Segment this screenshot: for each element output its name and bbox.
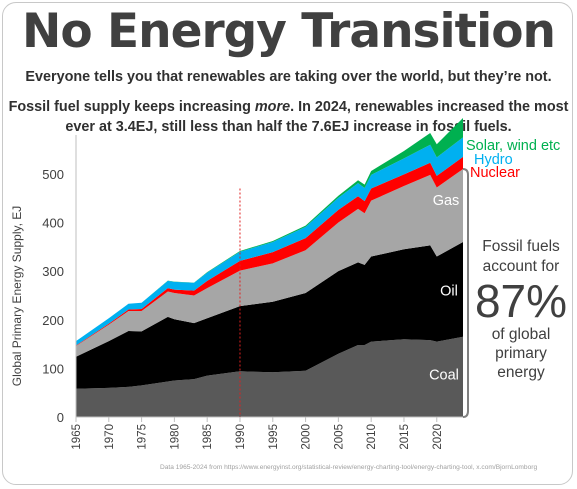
body-text-end: . In 2024, renewables increased the most… bbox=[65, 99, 569, 135]
area-hydro bbox=[76, 137, 463, 346]
y-tick-label: 100 bbox=[42, 361, 64, 376]
fossil-share-percent: 87% bbox=[474, 275, 568, 327]
fossil-bracket bbox=[462, 168, 469, 418]
x-tick-label: 1975 bbox=[137, 424, 149, 450]
area-gas bbox=[76, 169, 463, 357]
area-label-oil: Oil bbox=[440, 283, 458, 299]
area-solar-wind-etc bbox=[76, 117, 463, 342]
fossil-annotation-top: Fossil fuels account for bbox=[482, 238, 560, 275]
body-text-start: Fossil fuel supply keeps increasing bbox=[8, 99, 255, 115]
x-tick-label: 2015 bbox=[399, 424, 411, 450]
page-title: No Energy Transition bbox=[22, 4, 556, 59]
legend-label-hydro: Hydro bbox=[474, 152, 513, 168]
x-tick-label: 2010 bbox=[366, 424, 378, 450]
y-tick-label: 0 bbox=[57, 410, 64, 425]
area-label-gas: Gas bbox=[433, 193, 460, 209]
x-tick-label: 1990 bbox=[235, 424, 247, 450]
subtitle: Everyone tells you that renewables are t… bbox=[25, 69, 552, 85]
y-tick-label: 300 bbox=[42, 264, 64, 279]
legend-label-nuclear: Nuclear bbox=[470, 165, 520, 181]
x-tick-label: 1970 bbox=[104, 424, 116, 450]
data-credit: Data 1965-2024 from https://www.energyin… bbox=[160, 464, 538, 471]
y-tick-label: 500 bbox=[42, 167, 64, 182]
x-tick-label: 1985 bbox=[202, 424, 214, 450]
area-nuclear bbox=[76, 156, 463, 347]
x-tick-label: 1980 bbox=[169, 424, 181, 450]
y-tick-label: 400 bbox=[42, 216, 64, 231]
area-oil bbox=[76, 241, 463, 389]
y-axis-title: Global Primary Energy Supply, EJ bbox=[10, 206, 24, 387]
fossil-annotation-bottom: of global primary energy bbox=[491, 326, 551, 381]
x-tick-label: 1965 bbox=[71, 424, 83, 450]
card-frame bbox=[2, 2, 573, 485]
x-tick-label: 2020 bbox=[432, 424, 444, 450]
body-text-emphasis: more bbox=[254, 99, 291, 115]
legend-label-solar-wind-etc: Solar, wind etc bbox=[466, 138, 560, 154]
y-tick-label: 200 bbox=[42, 313, 64, 328]
x-tick-label: 1995 bbox=[268, 424, 280, 450]
x-tick-label: 2005 bbox=[333, 424, 345, 450]
area-label-coal: Coal bbox=[429, 368, 459, 384]
area-coal bbox=[76, 336, 463, 417]
body-text: Fossil fuel supply keeps increasing more… bbox=[0, 97, 577, 137]
x-tick-label: 2000 bbox=[301, 424, 313, 450]
